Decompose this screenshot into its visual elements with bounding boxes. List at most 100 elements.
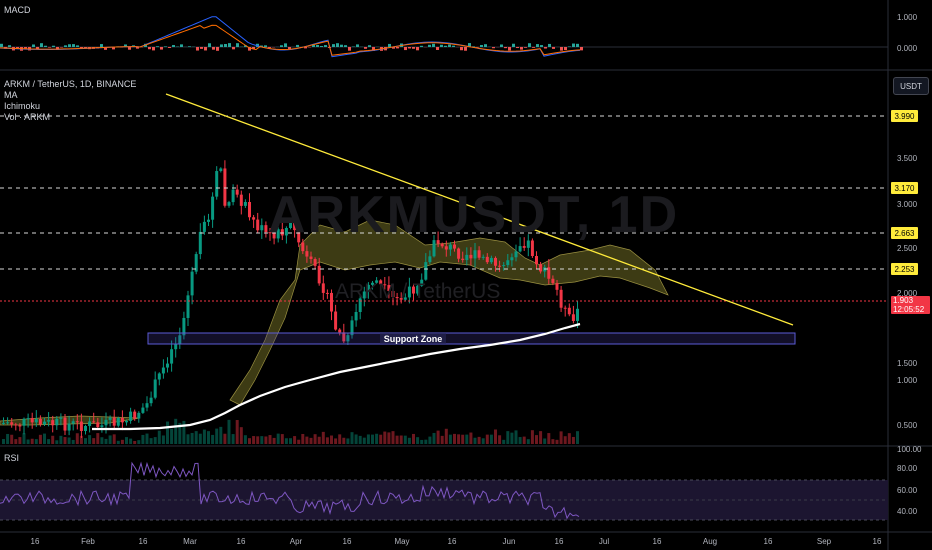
macd-hist-bar bbox=[564, 47, 567, 51]
volume-bar bbox=[428, 436, 432, 444]
descending-trendline[interactable] bbox=[165, 93, 794, 326]
time-axis-label: 16 bbox=[343, 537, 352, 546]
volume-bar bbox=[346, 438, 350, 444]
candle-body bbox=[174, 344, 178, 350]
candle-body bbox=[108, 417, 112, 420]
indicator-ichimoku[interactable]: Ichimoku bbox=[4, 101, 41, 111]
candle-body bbox=[305, 251, 309, 257]
indicator-volume[interactable]: Vol · ARKM bbox=[4, 112, 51, 122]
macd-hist-bar bbox=[364, 47, 367, 49]
macd-hist-bar bbox=[208, 43, 211, 47]
time-axis-label: 16 bbox=[555, 537, 564, 546]
time-axis-label: 16 bbox=[139, 537, 148, 546]
candle-body bbox=[219, 168, 223, 172]
rsi-title[interactable]: RSI bbox=[4, 453, 20, 463]
macd-hist-bar bbox=[504, 47, 507, 49]
candle-body bbox=[432, 240, 436, 257]
candle-body bbox=[358, 298, 362, 313]
candle-body bbox=[14, 424, 18, 426]
price-axis-label: 1.500 bbox=[897, 359, 918, 368]
volume-bar bbox=[88, 435, 92, 444]
candle-body bbox=[194, 254, 198, 272]
candle-body bbox=[280, 229, 284, 236]
candle-body bbox=[67, 423, 71, 431]
macd-hist-bar bbox=[180, 44, 183, 47]
volume-bar bbox=[457, 434, 461, 444]
macd-hist-bar bbox=[524, 47, 527, 48]
candle-body bbox=[22, 418, 26, 426]
volume-bar bbox=[243, 435, 247, 444]
macd-hist-bar bbox=[212, 47, 215, 50]
candle-body bbox=[338, 329, 342, 333]
candle-body bbox=[379, 280, 383, 285]
symbol-line[interactable]: ARKM / TetherUS, 1D, BINANCE bbox=[4, 79, 137, 89]
volume-bar bbox=[43, 433, 46, 444]
volume-bar bbox=[141, 434, 145, 444]
candle-body bbox=[104, 419, 108, 426]
rsi-axis-label: 60.00 bbox=[897, 486, 918, 495]
candle-body bbox=[129, 411, 133, 421]
macd-hist-bar bbox=[8, 45, 11, 47]
candle-body bbox=[207, 219, 210, 222]
macd-title[interactable]: MACD bbox=[4, 5, 31, 15]
macd-hist-bar bbox=[216, 47, 219, 51]
volume-bar bbox=[227, 419, 231, 444]
candle-body bbox=[284, 228, 288, 236]
macd-hist-bar bbox=[388, 43, 391, 47]
currency-button[interactable]: USDT bbox=[893, 77, 929, 95]
volume-bar bbox=[403, 435, 407, 444]
volume-bar bbox=[293, 436, 297, 444]
ma-line[interactable] bbox=[92, 322, 581, 431]
candle-body bbox=[403, 297, 407, 300]
cloud-segment bbox=[229, 219, 669, 406]
macd-hist-bar bbox=[248, 47, 251, 51]
volume-bar bbox=[268, 435, 272, 444]
candle-body bbox=[354, 312, 358, 321]
macd-hist-bar bbox=[452, 45, 455, 47]
price-axis-label: 2.500 bbox=[897, 244, 918, 253]
candle-body bbox=[559, 289, 563, 308]
volume-bar bbox=[309, 437, 313, 444]
volume-bar bbox=[321, 431, 325, 444]
volume-bar bbox=[444, 428, 448, 444]
volume-bar bbox=[334, 438, 338, 444]
macd-hist-bar bbox=[492, 47, 495, 49]
rsi-axis-label: 40.00 bbox=[897, 507, 918, 516]
candle-body bbox=[112, 417, 116, 426]
macd-hist-bar bbox=[100, 44, 103, 47]
candle-body bbox=[428, 256, 432, 263]
volume-bar bbox=[297, 439, 301, 444]
candle-body bbox=[330, 292, 333, 312]
symbol-watermark: ARKMUSDT, 1D bbox=[268, 186, 680, 244]
volume-bar bbox=[6, 433, 10, 444]
time-axis-label: Jul bbox=[599, 537, 609, 546]
level-tag: 3.990 bbox=[891, 110, 918, 122]
volume-bar bbox=[399, 435, 403, 444]
volume-bar bbox=[338, 434, 342, 444]
volume-bar bbox=[317, 436, 321, 444]
time-axis[interactable]: 16 Feb 16 Mar 16 Apr 16 May 16 Jun 16 Jul 16 Aug 16 Sep… bbox=[31, 537, 882, 546]
candle-body bbox=[161, 367, 165, 374]
indicator-ma[interactable]: MA bbox=[4, 90, 18, 100]
volume-bar bbox=[272, 437, 276, 444]
macd-hist-bar bbox=[124, 44, 127, 47]
volume-bar bbox=[535, 435, 538, 444]
volume-bar bbox=[276, 433, 280, 444]
volume-bar bbox=[522, 436, 526, 444]
volume-bar bbox=[194, 431, 198, 444]
volume-bar bbox=[354, 434, 358, 444]
level-tag: 2.253 bbox=[891, 263, 918, 275]
volume-bar bbox=[412, 433, 415, 444]
macd-hist-bar bbox=[316, 44, 319, 47]
candle-body bbox=[498, 265, 502, 267]
macd-hist-bar bbox=[344, 45, 347, 47]
candle-body bbox=[120, 418, 124, 423]
candle-body bbox=[34, 418, 38, 423]
macd-hist-bar bbox=[440, 44, 443, 47]
macd-hist-bar bbox=[512, 43, 515, 47]
macd-hist-bar bbox=[420, 45, 423, 47]
candle-body bbox=[71, 421, 75, 424]
support-zone[interactable] bbox=[147, 332, 796, 345]
candle-body bbox=[79, 421, 83, 431]
